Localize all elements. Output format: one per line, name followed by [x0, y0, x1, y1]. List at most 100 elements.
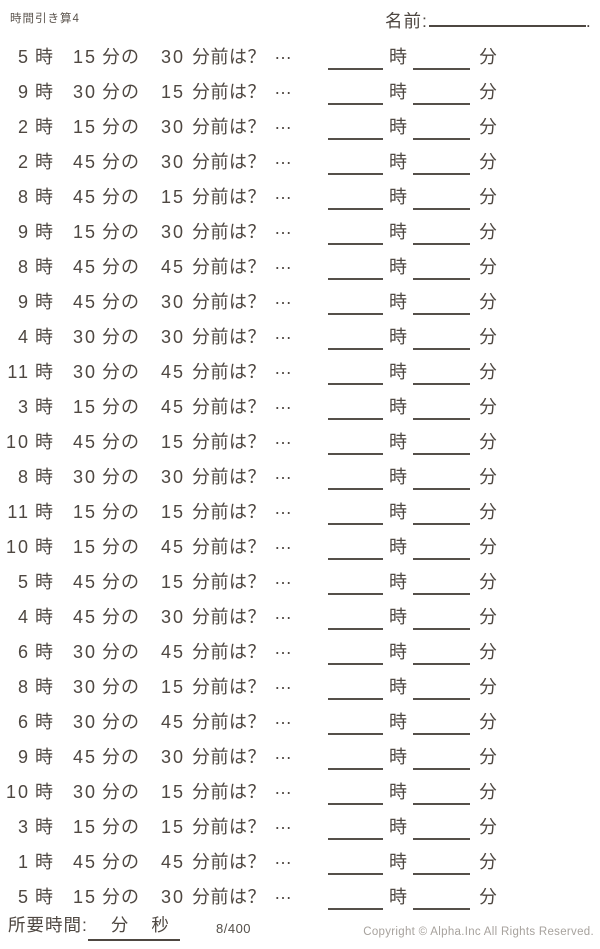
name-line-end-dot: .	[585, 11, 592, 31]
minute-of-label: 分の	[102, 117, 140, 137]
answer-minute-unit-label: 分	[479, 852, 498, 872]
elapsed-time-field: 所要時間: 分秒	[8, 912, 180, 941]
page-title: 時間引き算4	[10, 13, 80, 25]
minutes-before-question-label: 分前は？	[192, 47, 266, 67]
minute-of-label: 分の	[102, 397, 140, 417]
answer-hour-unit-label: 時	[389, 887, 408, 907]
answer-minute-blank-line	[413, 488, 470, 490]
hour-value: 9	[17, 82, 30, 102]
answer-hour-unit-label: 時	[389, 187, 408, 207]
hour-unit-label: 時	[35, 817, 54, 837]
minute-value: 15	[72, 222, 97, 242]
problem-row: 11 時 30 分の 45 分前は？ … 時 分	[0, 355, 600, 390]
ellipsis: …	[274, 883, 293, 903]
hour-value: 1	[17, 852, 30, 872]
problem-row: 10 時 45 分の 15 分前は？ … 時 分	[0, 425, 600, 460]
answer-minute-blank-line	[413, 558, 470, 560]
answer-hour-blank-line	[328, 243, 383, 245]
problem-row: 5 時 15 分の 30 分前は？ … 時 分	[0, 40, 600, 75]
hour-unit-label: 時	[35, 432, 54, 452]
minute-of-label: 分の	[102, 327, 140, 347]
subtract-minutes-value: 30	[160, 47, 185, 67]
hour-value: 11	[7, 502, 30, 522]
subtract-minutes-value: 15	[160, 572, 185, 592]
minutes-before-question-label: 分前は？	[192, 502, 266, 522]
hour-value: 5	[17, 47, 30, 67]
ellipsis: …	[274, 113, 293, 133]
subtract-minutes-value: 30	[160, 887, 185, 907]
name-field: 名前:.	[385, 8, 592, 33]
minutes-before-question-label: 分前は？	[192, 747, 266, 767]
subtract-minutes-value: 15	[160, 432, 185, 452]
minute-value: 30	[72, 782, 97, 802]
answer-minute-unit-label: 分	[479, 677, 498, 697]
answer-minute-unit-label: 分	[479, 887, 498, 907]
answer-hour-unit-label: 時	[389, 712, 408, 732]
answer-hour-unit-label: 時	[389, 222, 408, 242]
ellipsis: …	[274, 603, 293, 623]
hour-value: 8	[17, 187, 30, 207]
answer-minute-blank-line	[413, 313, 470, 315]
answer-minute-blank-line	[413, 383, 470, 385]
minute-of-label: 分の	[102, 852, 140, 872]
hour-unit-label: 時	[35, 467, 54, 487]
answer-minute-blank-line	[413, 453, 470, 455]
answer-minute-unit-label: 分	[479, 152, 498, 172]
subtract-minutes-value: 30	[160, 607, 185, 627]
hour-unit-label: 時	[35, 887, 54, 907]
answer-hour-blank-line	[328, 208, 383, 210]
answer-minute-unit-label: 分	[479, 817, 498, 837]
minute-of-label: 分の	[102, 502, 140, 522]
hour-value: 5	[17, 572, 30, 592]
answer-minute-blank-line	[413, 873, 470, 875]
answer-hour-blank-line	[328, 383, 383, 385]
hour-value: 3	[17, 817, 30, 837]
answer-minute-blank-line	[413, 68, 470, 70]
subtract-minutes-value: 15	[160, 502, 185, 522]
minutes-before-question-label: 分前は？	[192, 117, 266, 137]
minute-value: 15	[72, 887, 97, 907]
problem-row: 8 時 30 分の 15 分前は？ … 時 分	[0, 670, 600, 705]
subtract-minutes-value: 45	[160, 362, 185, 382]
answer-hour-unit-label: 時	[389, 642, 408, 662]
minutes-before-question-label: 分前は？	[192, 257, 266, 277]
answer-minute-unit-label: 分	[479, 502, 498, 522]
answer-hour-blank-line	[328, 593, 383, 595]
answer-hour-blank-line	[328, 628, 383, 630]
hour-value: 9	[17, 747, 30, 767]
answer-minute-blank-line	[413, 138, 470, 140]
answer-minute-blank-line	[413, 103, 470, 105]
subtract-minutes-value: 45	[160, 642, 185, 662]
answer-hour-unit-label: 時	[389, 152, 408, 172]
ellipsis: …	[274, 358, 293, 378]
hour-unit-label: 時	[35, 292, 54, 312]
problem-row: 9 時 45 分の 30 分前は？ … 時 分	[0, 740, 600, 775]
minutes-before-question-label: 分前は？	[192, 187, 266, 207]
minute-value: 30	[72, 467, 97, 487]
hour-unit-label: 時	[35, 47, 54, 67]
minute-value: 30	[72, 642, 97, 662]
minutes-before-question-label: 分前は？	[192, 362, 266, 382]
answer-minute-unit-label: 分	[479, 362, 498, 382]
problem-row: 9 時 15 分の 30 分前は？ … 時 分	[0, 215, 600, 250]
answer-hour-unit-label: 時	[389, 292, 408, 312]
minute-value: 15	[72, 117, 97, 137]
minutes-before-question-label: 分前は？	[192, 782, 266, 802]
minutes-before-question-label: 分前は？	[192, 852, 266, 872]
problem-list: 5 時 15 分の 30 分前は？ … 時 分 9 時 30 分の 15 分前は…	[0, 40, 600, 915]
hour-value: 4	[17, 327, 30, 347]
answer-hour-unit-label: 時	[389, 327, 408, 347]
answer-minute-blank-line	[413, 838, 470, 840]
problem-row: 6 時 30 分の 45 分前は？ … 時 分	[0, 705, 600, 740]
problem-row: 5 時 15 分の 30 分前は？ … 時 分	[0, 880, 600, 915]
minute-of-label: 分の	[102, 152, 140, 172]
minute-of-label: 分の	[102, 47, 140, 67]
minutes-before-question-label: 分前は？	[192, 152, 266, 172]
ellipsis: …	[274, 288, 293, 308]
minute-of-label: 分の	[102, 607, 140, 627]
elapsed-minute-unit-label: 分	[110, 915, 130, 935]
minutes-before-question-label: 分前は？	[192, 327, 266, 347]
answer-minute-unit-label: 分	[479, 257, 498, 277]
minute-value: 30	[72, 712, 97, 732]
